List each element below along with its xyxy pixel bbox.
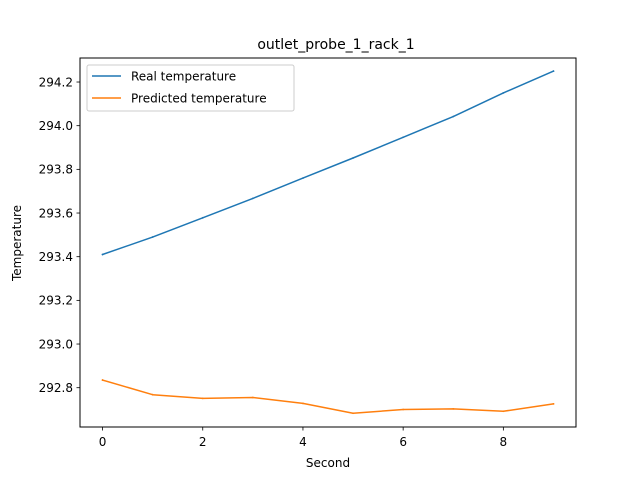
data-point-real-temperature [302, 177, 304, 179]
data-point-real-temperature [502, 92, 505, 94]
data-point-predicted-temperature [452, 407, 455, 410]
data-point-real-temperature [452, 115, 455, 118]
data-point-real-temperature [251, 197, 254, 200]
y-tick-label: 293.0 [39, 337, 73, 351]
chart-title: outlet_probe_1_rack_1 [257, 37, 414, 53]
x-tick-label: 6 [399, 435, 407, 449]
data-point-predicted-temperature [502, 410, 505, 413]
series-line-predicted-temperature [101, 379, 555, 414]
data-point-real-temperature [151, 236, 154, 238]
y-tick-label: 293.6 [39, 206, 73, 220]
series-line-real-temperature [101, 70, 555, 256]
data-point-predicted-temperature [101, 379, 104, 381]
data-point-predicted-temperature [552, 402, 555, 405]
y-tick-label: 294.0 [39, 119, 73, 133]
data-point-real-temperature [352, 157, 354, 159]
data-point-predicted-temperature [251, 396, 254, 399]
x-tick-label: 8 [500, 435, 508, 449]
legend: Real temperature Predicted temperature [86, 64, 295, 112]
y-axis: 292.8 293.0 293.2 293.4 293.6 293.8 294.0 294.2 [39, 75, 80, 395]
data-point-real-temperature [101, 253, 104, 256]
data-point-predicted-temperature [352, 412, 354, 415]
data-point-predicted-temperature [302, 402, 304, 405]
x-axis: 0 2 4 6 8 [99, 427, 507, 449]
legend-label-predicted-temperature: Predicted temperature [131, 92, 267, 106]
legend-box [86, 64, 295, 112]
data-point-predicted-temperature [201, 397, 204, 400]
legend-label-real-temperature: Real temperature [131, 70, 236, 84]
x-tick-label: 0 [99, 435, 107, 449]
series-layer [101, 70, 555, 415]
data-point-real-temperature [552, 70, 555, 72]
data-point-real-temperature [201, 216, 204, 219]
y-tick-label: 292.8 [39, 381, 73, 395]
y-tick-label: 293.8 [39, 163, 73, 177]
y-tick-label: 293.2 [39, 294, 73, 308]
data-point-predicted-temperature [151, 393, 154, 396]
x-axis-label: Second [306, 456, 350, 470]
y-tick-label: 294.2 [39, 75, 73, 89]
data-point-predicted-temperature [402, 408, 405, 411]
x-tick-label: 2 [199, 435, 207, 449]
y-axis-label: Temperature [10, 205, 24, 282]
y-tick-label: 293.4 [39, 250, 73, 264]
data-point-real-temperature [402, 136, 405, 139]
x-tick-label: 4 [299, 435, 307, 449]
plot-area-frame [79, 57, 577, 428]
